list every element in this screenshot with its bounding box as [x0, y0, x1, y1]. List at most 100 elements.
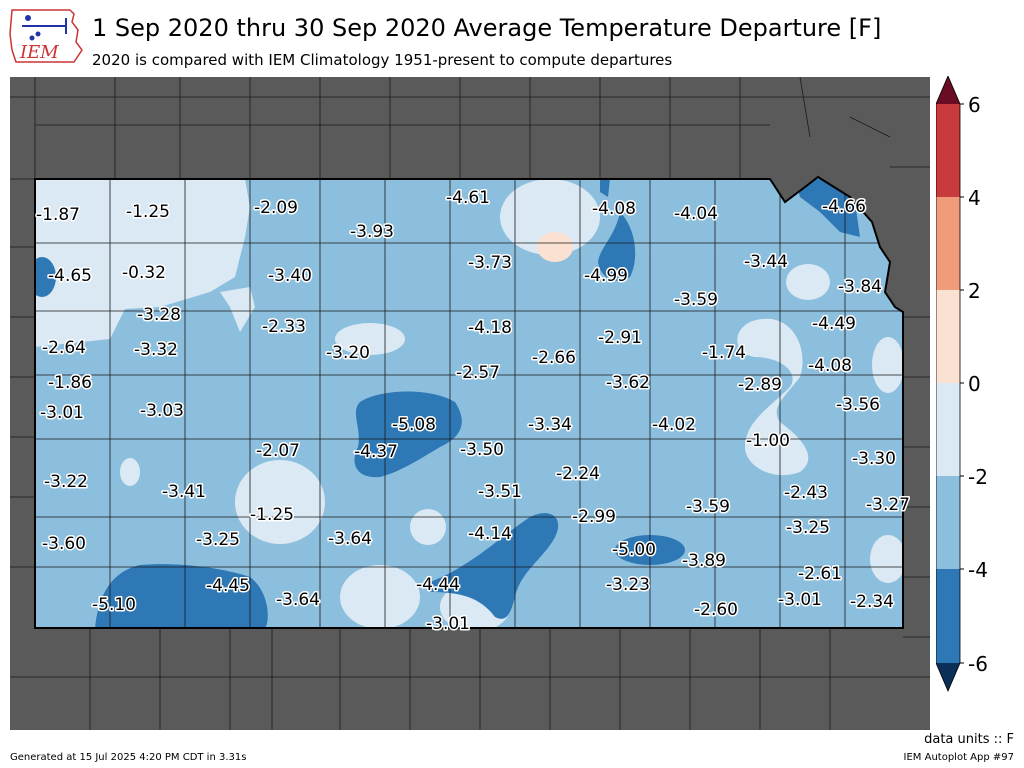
contour-minus2-0-southwest-central — [235, 460, 325, 544]
station-label: -4.14 — [468, 524, 512, 544]
station-label: -1.25 — [126, 202, 170, 222]
station-label: -3.59 — [674, 290, 718, 310]
station-label: -2.24 — [556, 464, 600, 484]
station-label: -2.64 — [42, 338, 86, 358]
colorbar-tick-label: 6 — [968, 93, 981, 117]
station-label: -3.34 — [528, 415, 572, 435]
contour-minus2-0-southeast — [870, 535, 903, 583]
station-label: -2.61 — [798, 564, 842, 584]
station-label: -3.40 — [268, 266, 312, 286]
station-label: -4.99 — [584, 266, 628, 286]
colorbar-extend-low — [936, 663, 960, 691]
station-label: -4.08 — [592, 199, 636, 219]
station-label: -1.00 — [746, 431, 790, 451]
station-label: -2.07 — [256, 441, 300, 461]
station-label: -4.66 — [822, 197, 866, 217]
station-label: -2.43 — [784, 483, 828, 503]
iem-logo: IEM — [9, 9, 83, 63]
contour-minus6-minus4-central — [354, 391, 462, 478]
station-label: -4.18 — [468, 318, 512, 338]
colorbar-tick-label: 4 — [968, 186, 981, 210]
station-label: -3.56 — [836, 395, 880, 415]
iowa-border — [34, 175, 904, 629]
station-label: -4.08 — [808, 356, 852, 376]
station-label: -4.45 — [206, 576, 250, 596]
station-label: -3.20 — [326, 343, 370, 363]
station-label: -1.87 — [36, 205, 80, 225]
contour-minus2-0-east — [737, 318, 809, 476]
colorbar-tick-label: 0 — [968, 372, 981, 396]
colorbar-band-0-2 — [936, 290, 960, 383]
colorbar-band-minus2-0 — [936, 383, 960, 476]
station-label: -4.65 — [48, 266, 92, 286]
colorbar-band-minus6-minus4 — [936, 569, 960, 663]
colorbar-tick-label: 2 — [968, 279, 981, 303]
contour-fills — [35, 177, 903, 628]
contour-minus2-0-south — [340, 565, 420, 628]
station-label: -3.44 — [744, 252, 788, 272]
map-title: 1 Sep 2020 thru 30 Sep 2020 Average Temp… — [92, 14, 882, 42]
contour-minus2-0-northeast-1 — [786, 264, 830, 300]
station-label: -3.41 — [162, 482, 206, 502]
map-subtitle: 2020 is compared with IEM Climatology 19… — [92, 51, 673, 69]
station-label: -3.25 — [196, 530, 240, 550]
colorbar-extend-high — [936, 76, 960, 104]
station-label: -3.64 — [276, 590, 320, 610]
station-labels: -1.87 -1.25 -2.09 -3.93 -4.61 -4.08 -4.0… — [35, 187, 912, 636]
station-label: -2.33 — [262, 317, 306, 337]
station-label: -3.50 — [460, 440, 504, 460]
contour-minus2-0-west-dot — [120, 458, 140, 486]
contour-minus2-0-northwest — [35, 179, 250, 347]
contour-minus2-0-central — [335, 323, 405, 355]
colorbar-band-minus4-minus2 — [936, 476, 960, 569]
colorbar-tick-label: -4 — [968, 558, 988, 582]
station-label: -1.86 — [48, 373, 92, 393]
contour-minus6-minus4-west — [35, 257, 56, 297]
station-label: -2.57 — [456, 363, 500, 383]
colorbar: 6 4 2 0 -2 -4 -6 — [936, 76, 988, 693]
station-label: -5.08 — [392, 415, 436, 435]
contour-minus6-minus4-southwest — [95, 564, 268, 628]
station-label: -3.93 — [350, 222, 394, 242]
contour-minus2-0-far-east — [872, 337, 903, 393]
station-label: -1.25 — [250, 505, 294, 525]
station-label: -3.51 — [478, 482, 522, 502]
station-label: -1.74 — [702, 343, 746, 363]
contour-minus2-0-nw-lobe — [220, 287, 255, 332]
station-label: -3.59 — [686, 497, 730, 517]
outside-county-lines — [10, 77, 930, 730]
iowa-county-lines — [35, 179, 903, 628]
station-label: -3.27 — [866, 495, 910, 515]
station-label: -2.89 — [738, 375, 782, 395]
station-label: -3.03 — [140, 401, 184, 421]
station-label: -4.44 — [416, 575, 460, 595]
station-label: -4.61 — [446, 188, 490, 208]
station-label: -3.30 — [852, 449, 896, 469]
colorbar-band-4-6 — [936, 104, 960, 197]
colorbar-tick-label: -2 — [968, 465, 988, 489]
station-label: -3.28 — [137, 305, 181, 325]
app-credit: IEM Autoplot App #97 — [903, 752, 1014, 763]
station-label: -3.25 — [786, 518, 830, 538]
station-label: -5.00 — [612, 540, 656, 560]
contour-minus6-minus4-nne — [600, 179, 610, 197]
colorbar-tick-label: -6 — [968, 652, 988, 676]
station-label: -3.62 — [606, 373, 650, 393]
station-label: -2.60 — [694, 600, 738, 620]
contour-minus2-0-north-central — [500, 179, 600, 255]
station-label: -2.09 — [254, 198, 298, 218]
station-label: -3.32 — [134, 340, 178, 360]
colorbar-band-2-4 — [936, 197, 960, 290]
station-label: -2.99 — [572, 507, 616, 527]
station-label: -3.23 — [606, 575, 650, 595]
station-label: -3.01 — [40, 403, 84, 423]
station-label: -0.32 — [122, 263, 166, 283]
station-label: -4.04 — [674, 204, 718, 224]
contour-minus6-minus4-south-central — [430, 513, 559, 619]
station-label: -3.60 — [42, 534, 86, 554]
station-label: -3.73 — [468, 253, 512, 273]
data-units-note: data units :: F — [924, 732, 1014, 747]
station-label: -3.22 — [44, 472, 88, 492]
contour-minus6-minus4-northeast — [598, 212, 636, 282]
colorbar-ticks — [960, 103, 964, 664]
